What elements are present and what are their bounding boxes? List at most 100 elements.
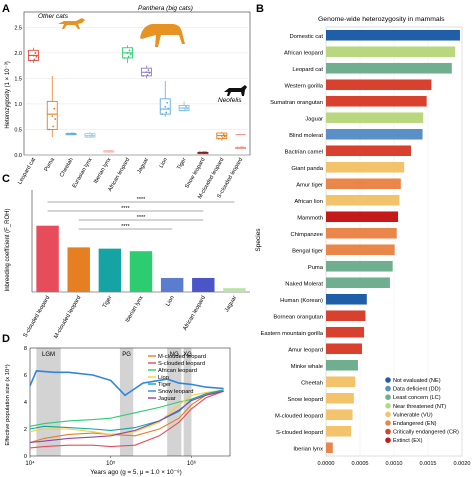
panel-d-series-line [29, 390, 224, 449]
panel-b-legend-label: Endangered (EN) [393, 421, 437, 427]
panel-a-ytick: 2.0 [14, 51, 22, 57]
panel-b-ytick: Leopard cat [292, 67, 323, 73]
panel-c-xtick: African leopard [182, 295, 207, 332]
panel-a-point [161, 113, 164, 116]
panel-a-point [183, 107, 185, 110]
panel-b-ytick: Sumatran orangutan [270, 100, 323, 106]
panel-b-bar [326, 194, 400, 206]
panel-a-point [165, 111, 168, 114]
panel-d-xtick: 10⁴ [25, 460, 35, 467]
panel-a-point [54, 118, 57, 120]
panel-d-linechart: Effective population size (x 10⁴) Years … [4, 346, 231, 476]
panel-b-bar [326, 425, 352, 437]
panel-d-shade-label: LGM [42, 352, 55, 358]
panel-a-point [166, 101, 169, 104]
panel-d-legend-label: Tiger [158, 382, 171, 388]
panel-d-shade [167, 348, 182, 456]
panel-b-legend-swatch [385, 403, 391, 409]
panel-a-point [147, 69, 150, 72]
panel-d-series-line [29, 390, 224, 444]
panel-b-ytick: Eastern mountain gorilla [260, 331, 323, 337]
panel-a-point [92, 134, 94, 137]
panel-a-point [33, 58, 36, 61]
panel-a-point [70, 132, 72, 135]
panel-d-ylabel: Effective population size (x 10⁴) [4, 364, 11, 445]
panel-b-ytick: Puma [308, 265, 324, 271]
panel-d-ytick: 0 [24, 454, 27, 460]
panel-c-xtick: Tiger [102, 295, 114, 309]
panel-label-d: D [2, 333, 10, 345]
panel-b-ytick: Iberian lynx [293, 446, 323, 452]
panel-a-point [222, 133, 225, 136]
panel-b-bar [326, 128, 423, 140]
panel-c-sig-label: **** [137, 215, 146, 221]
panel-a-point [128, 49, 131, 52]
panel-b-legend-label: Near threatened (NT) [393, 404, 446, 410]
panel-c-bar [129, 251, 153, 292]
panel-b-legend-swatch [385, 437, 391, 444]
panel-a-frame [23, 11, 251, 156]
panel-d-xtick: 10⁶ [187, 460, 197, 467]
panel-c-bar [36, 225, 59, 292]
panel-b-ytick: Bornean orangutan [273, 314, 323, 320]
panel-b-ytick: Domestic cat [289, 34, 323, 40]
panel-b-bar [326, 244, 395, 256]
panel-c-bar [223, 288, 246, 292]
panel-c-bar [160, 277, 184, 292]
panel-a-point [129, 53, 132, 56]
panel-a-point [34, 52, 37, 54]
panel-b-bar [326, 260, 393, 272]
panel-label-a: A [2, 3, 10, 15]
panel-a-xtick: Jaguar [136, 157, 150, 175]
panel-c-barchart: Inbreeding coefficient (F_ROH) **** **** *… [5, 190, 250, 340]
panel-b-bar [326, 161, 405, 173]
panel-d-legend-label: Snow leopard [158, 389, 193, 395]
panel-a-point [223, 135, 226, 138]
panel-b-ytick: African lion [294, 199, 323, 205]
panel-b-xtick: 0.0020 [453, 461, 470, 467]
panel-a-point [104, 150, 107, 152]
panel-label-c: C [2, 173, 10, 185]
panel-b-ylabel: Species [255, 228, 262, 252]
panel-a-point [86, 136, 88, 139]
panel-b-legend-label: Least concern (LC) [393, 395, 441, 401]
panel-d-shade-label: XG [183, 352, 192, 358]
panel-b-ytick: Bactrian camel [285, 149, 323, 155]
panel-a-group-other: Other cats [38, 13, 69, 20]
panel-d-shade [119, 348, 134, 456]
panel-a-point [90, 135, 92, 138]
panel-a-xtick: Tiger [176, 157, 188, 171]
panel-a-point [239, 146, 242, 149]
panel-b-bar [326, 46, 456, 58]
panel-a-xtick: Eurasian lynx [72, 157, 94, 189]
panel-b-legend-swatch [385, 428, 391, 435]
panel-c-xtick: M-clouded leopard [53, 295, 82, 340]
panel-d-legend-label: M-clouded leopard [158, 354, 206, 360]
panel-b-ytick: S-clouded leopard [276, 430, 323, 436]
panel-b-bar [326, 62, 452, 74]
panel-a-group-neofelis: Neofelis [218, 97, 242, 104]
clouded-leopard-silhouette-icon [224, 85, 247, 96]
panel-c-bar [67, 247, 90, 292]
panel-d-ytick: 2 [24, 427, 27, 433]
panel-a-xtick: Puma [43, 156, 56, 172]
panel-c-bar [98, 248, 122, 292]
panel-a-point [186, 107, 188, 110]
panel-b-ytick: Snow leopard [288, 397, 323, 403]
panel-b-ytick: Mammoth [297, 215, 323, 221]
panel-b-bar [326, 29, 460, 41]
panel-b-ytick: Giant panda [291, 166, 323, 172]
panel-a-point [146, 74, 149, 76]
panel-a-point [89, 134, 91, 137]
panel-b-ytick: Amur leopard [288, 347, 323, 353]
panel-c-xtick: S-clouded leopard [23, 295, 52, 339]
panel-c-bar [192, 277, 215, 292]
panel-a-xtick: Iberian lynx [93, 157, 113, 185]
panel-a-point [220, 135, 223, 137]
panel-b-legend-label: Not evaluated (NE) [393, 378, 441, 384]
panel-b-bar [326, 409, 353, 421]
panel-b-legend-swatch [385, 420, 391, 426]
panel-b-ytick: Jaguar [305, 116, 323, 122]
panel-b-legend-swatch [385, 385, 391, 392]
panel-b-ytick: M-clouded leopard [275, 413, 323, 419]
